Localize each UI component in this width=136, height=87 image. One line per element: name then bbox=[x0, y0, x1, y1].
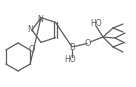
Text: HO: HO bbox=[64, 56, 76, 64]
Text: O: O bbox=[28, 44, 35, 54]
Text: N: N bbox=[37, 15, 43, 24]
Text: HO: HO bbox=[90, 19, 102, 29]
Text: O: O bbox=[85, 39, 91, 48]
Text: N: N bbox=[27, 25, 33, 35]
Text: B: B bbox=[69, 43, 75, 52]
